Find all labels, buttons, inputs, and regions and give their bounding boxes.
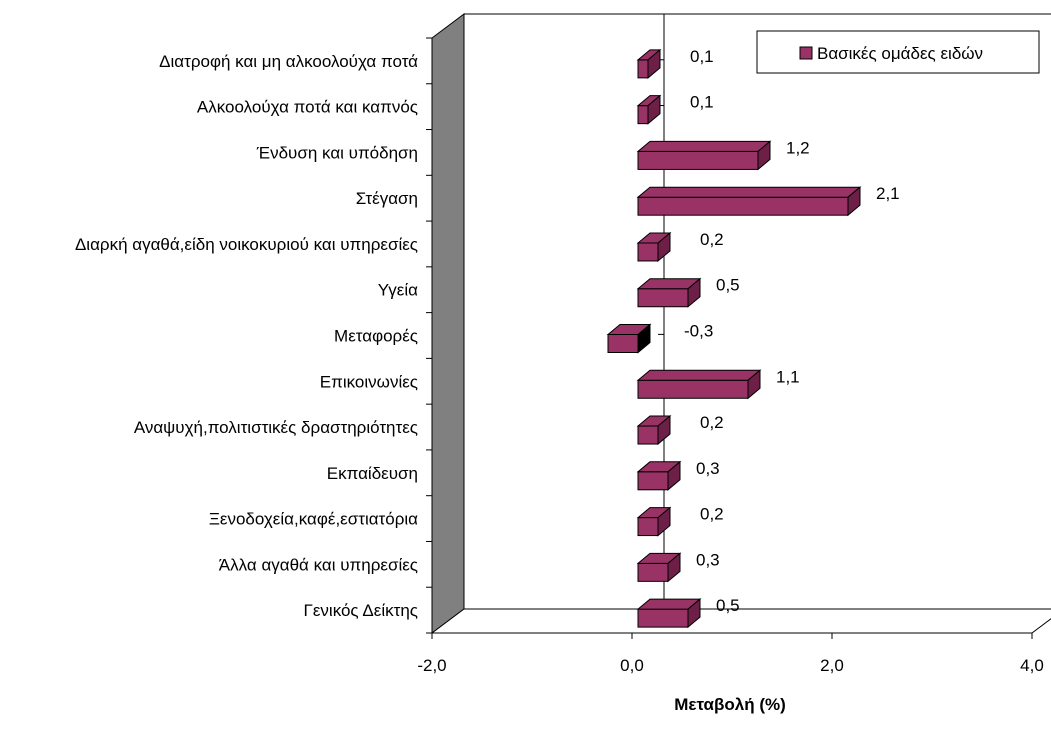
bar-side <box>687 277 701 308</box>
bar-side <box>637 323 651 354</box>
data-label: 0,1 <box>690 47 714 66</box>
bar-side <box>847 186 861 217</box>
x-tick-label: 2,0 <box>820 656 844 675</box>
x-axis-title: Μεταβολή (%) <box>674 695 786 714</box>
data-label: 0,2 <box>700 413 724 432</box>
bar <box>636 94 662 125</box>
bar <box>636 277 702 308</box>
data-label: 2,1 <box>876 184 900 203</box>
data-labels: 0,1 0,1 1,2 2,1 0,2 0,5 -0,3 1,1 0,2 0,3 0,2 0,3 0,5 <box>684 47 900 615</box>
bars <box>606 48 862 629</box>
data-label: 0,1 <box>690 93 714 112</box>
bar-side <box>657 414 671 446</box>
floor <box>430 608 1051 634</box>
back-wall <box>463 13 1051 610</box>
category-label: Αναψυχή,πολιτιστικές δραστηριότητες <box>134 418 418 437</box>
category-label: Γενικός Δείκτης <box>303 601 418 620</box>
bar <box>636 598 702 629</box>
bar-side <box>757 140 771 171</box>
data-label: -0,3 <box>684 322 713 341</box>
category-label: Διαρκή αγαθά,είδη νοικοκυριού και υπηρεσ… <box>75 235 418 254</box>
bar-front <box>607 334 639 353</box>
bar <box>636 506 672 537</box>
category-labels: Διατροφή και μη αλκοολούχα ποτά Αλκοολούχ… <box>75 52 418 620</box>
x-tick-labels: -2,0 0,0 2,0 4,0 <box>417 656 1043 675</box>
bar <box>636 186 862 217</box>
x-tick-label: 4,0 <box>1020 656 1044 675</box>
bar-side <box>657 231 671 263</box>
bar-front <box>637 471 669 491</box>
bar-top <box>636 369 762 381</box>
bar-front <box>637 608 689 628</box>
bar-front <box>637 196 849 216</box>
data-label: 0,2 <box>700 230 724 249</box>
category-label: Άλλα αγαθά και υπηρεσίες <box>219 555 418 574</box>
legend-swatch <box>799 46 813 60</box>
data-label: 0,5 <box>716 596 740 615</box>
bar-top <box>636 186 862 198</box>
bar <box>606 323 652 354</box>
bar-front <box>637 59 649 79</box>
category-label: Εκπαίδευση <box>327 464 418 483</box>
bar-front <box>637 150 759 170</box>
side-wall <box>431 13 465 634</box>
bar-front <box>637 562 669 582</box>
category-label: Επικοινωνίες <box>320 372 418 391</box>
bar-side <box>647 48 661 79</box>
bar-side <box>657 506 671 537</box>
bar-top <box>636 140 772 152</box>
category-label: Μεταφορές <box>334 327 418 346</box>
data-label: 0,3 <box>696 550 720 569</box>
data-label: 0,5 <box>716 276 740 295</box>
bar-side <box>747 369 761 400</box>
bar <box>636 48 662 79</box>
data-label: 0,2 <box>700 505 724 524</box>
data-label: 1,1 <box>776 367 800 386</box>
category-label: Υγεία <box>378 281 418 300</box>
bar-front <box>637 105 649 125</box>
plot-walls <box>430 13 1051 634</box>
bar <box>636 460 682 491</box>
category-label: Αλκοολούχα ποτά και καπνός <box>197 98 418 117</box>
category-label: Ξενοδοχεία,καφέ,εστιατόρια <box>209 510 418 529</box>
category-label: Διατροφή και μη αλκοολούχα ποτά <box>159 52 418 71</box>
bar-front <box>637 425 659 445</box>
bar-side <box>647 94 661 125</box>
bar-front <box>637 242 659 262</box>
bar-front <box>637 517 659 537</box>
bar <box>636 369 762 400</box>
legend: Βασικές ομάδες ειδών <box>756 30 1040 74</box>
bar-side <box>667 552 681 583</box>
bar-front <box>637 379 749 399</box>
category-label: Ένδυση και υπόδηση <box>256 143 418 162</box>
bar <box>636 140 772 171</box>
bar <box>636 414 672 446</box>
bar-side <box>667 460 681 491</box>
data-label: 0,3 <box>696 459 720 478</box>
bar <box>636 552 682 583</box>
x-tick-label: 0,0 <box>620 656 644 675</box>
data-label: 1,2 <box>786 138 810 157</box>
category-label: Στέγαση <box>356 189 418 208</box>
bar <box>636 231 672 263</box>
legend-label: Βασικές ομάδες ειδών <box>817 44 983 63</box>
bar-side <box>687 598 701 629</box>
bar-front <box>637 288 689 308</box>
x-tick-label: -2,0 <box>417 656 446 675</box>
